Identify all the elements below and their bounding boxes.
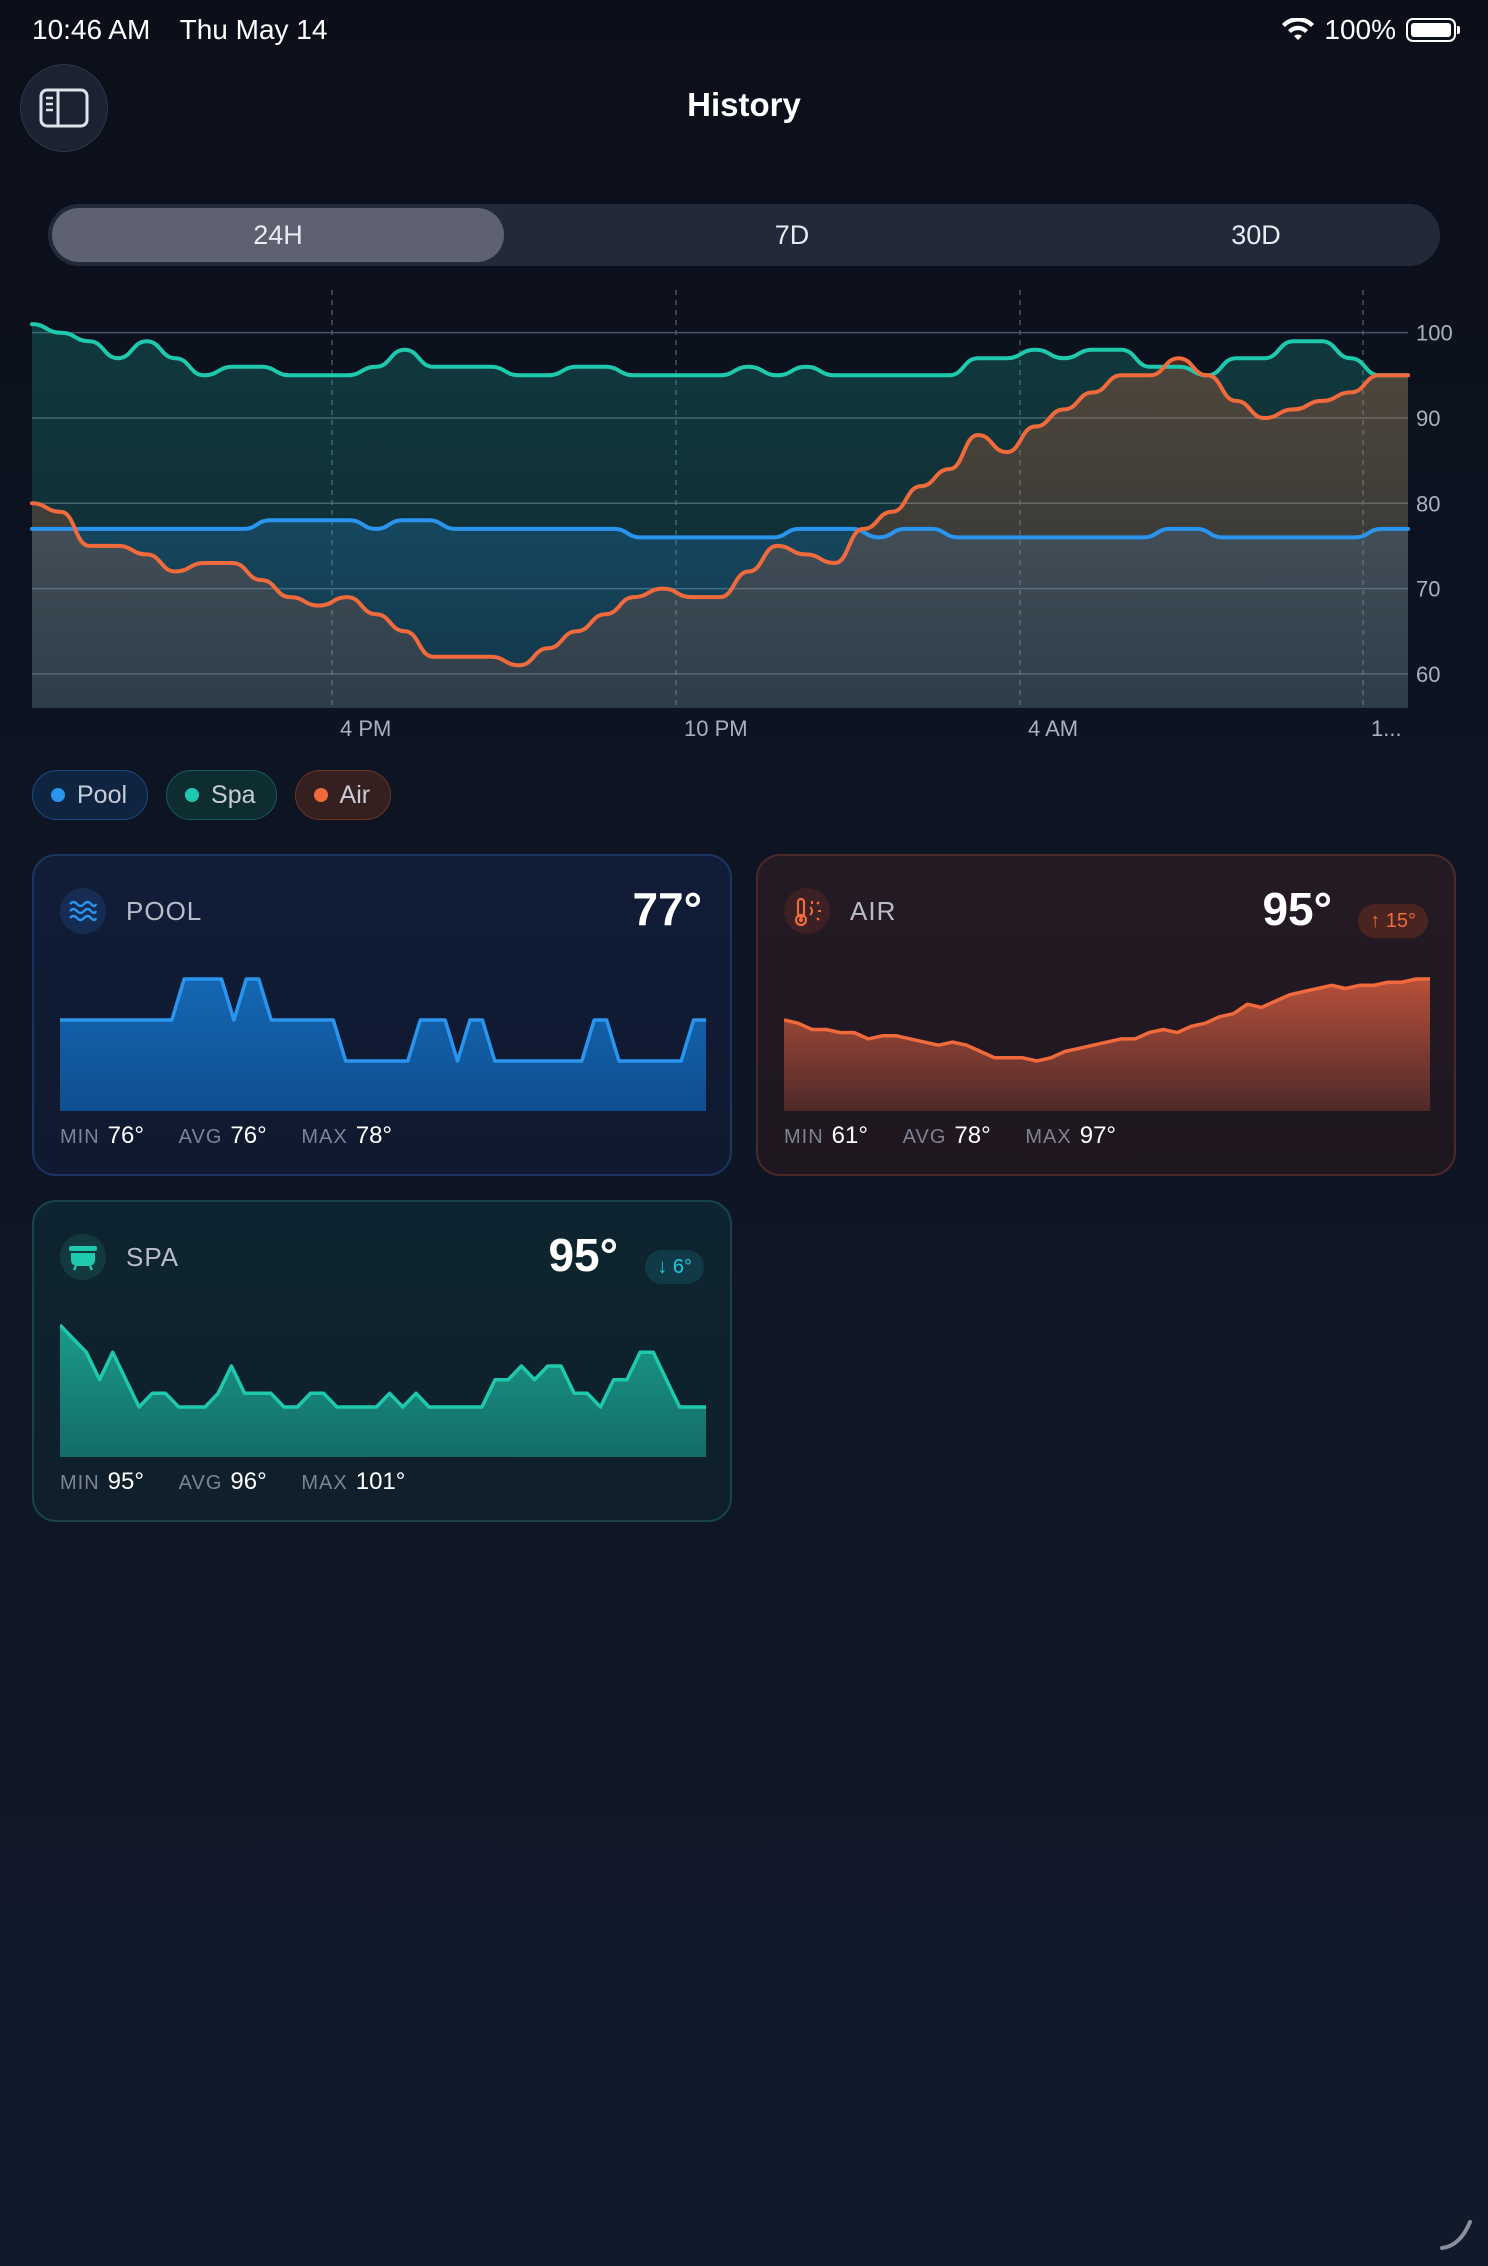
spa-card[interactable]: SPA 95° ↓ 6° MIN 95° AVG 96° MAX 101° — [32, 1200, 732, 1522]
pool-card-label: POOL — [126, 896, 203, 926]
spa-sparkline — [60, 1323, 706, 1457]
pool-avg-value: 76° — [230, 1122, 267, 1149]
legend-chip-pool[interactable]: Pool — [32, 770, 149, 820]
legend-label-spa: Spa — [211, 780, 256, 809]
pool-min-value: 76° — [107, 1122, 144, 1149]
bathtub-icon — [60, 1234, 106, 1280]
series-line-pool — [30, 518, 1410, 540]
wifi-icon — [1282, 18, 1315, 40]
y-tick-label: 100 — [1416, 321, 1453, 346]
air-card-label: AIR — [850, 896, 897, 926]
status-time: 10:46 AM — [32, 14, 151, 45]
pool-min-label: MIN — [60, 1126, 100, 1148]
air-card[interactable]: AIR 95° ↑ 15° MIN 61° AVG 78° MAX 97° — [756, 854, 1456, 1176]
x-tick-label: 4 PM — [340, 716, 391, 741]
spa-change-badge: ↓ 6° — [645, 1250, 704, 1284]
chart-legend: Pool Spa Air — [32, 770, 392, 820]
sparkline-line — [60, 977, 706, 1063]
air-min-value: 61° — [831, 1122, 868, 1149]
x-tick-label: 4 AM — [1028, 716, 1078, 741]
pool-max-label: MAX — [301, 1126, 348, 1148]
sidebar-toggle-button[interactable] — [20, 64, 108, 152]
tab-30d[interactable]: 30D — [1231, 220, 1281, 250]
spa-stats: MIN 95° AVG 96° MAX 101° — [60, 1468, 433, 1496]
spa-dot-icon — [185, 788, 200, 802]
air-change-badge: ↑ 15° — [1358, 904, 1428, 938]
y-tick-label: 70 — [1416, 577, 1440, 602]
page-title: History — [687, 86, 801, 123]
air-current-temp: 95° — [1262, 883, 1332, 935]
history-chart: 100 90 80 70 60 4 PM 10 PM 4 AM 1... — [30, 290, 1453, 741]
status-bar: 10:46 AM Thu May 14 100% — [32, 14, 1460, 50]
air-avg-label: AVG — [902, 1126, 947, 1148]
spa-card-label: SPA — [126, 1242, 180, 1272]
air-stats: MIN 61° AVG 78° MAX 97° — [784, 1122, 1144, 1150]
sparkline-area — [60, 979, 706, 1111]
spa-min-label: MIN — [60, 1472, 100, 1494]
air-avg-value: 78° — [954, 1122, 991, 1149]
sparkline-area — [60, 1325, 706, 1457]
thermometer-sun-icon — [784, 888, 830, 934]
x-tick-label: 10 PM — [684, 716, 748, 741]
time-range-segmented-control: 24H 7D 30D — [48, 204, 1440, 266]
sparkline-line — [60, 1323, 706, 1409]
legend-label-air: Air — [339, 780, 371, 809]
air-min-label: MIN — [784, 1126, 824, 1148]
legend-chip-air[interactable]: Air — [294, 770, 392, 820]
y-tick-label: 80 — [1416, 491, 1440, 516]
sparkline-line — [784, 977, 1430, 1063]
resize-handle-icon — [1440, 2220, 1472, 2250]
air-max-value: 97° — [1079, 1122, 1117, 1149]
pool-current-temp: 77° — [632, 883, 702, 935]
sidebar-icon — [39, 88, 89, 128]
pool-avg-label: AVG — [178, 1126, 223, 1148]
spa-current-temp: 95° — [548, 1229, 618, 1281]
battery-icon — [1406, 18, 1460, 42]
spa-avg-value: 96° — [230, 1468, 267, 1495]
air-max-label: MAX — [1025, 1126, 1072, 1148]
series-area-air — [32, 358, 1408, 708]
spa-avg-label: AVG — [178, 1472, 223, 1494]
spa-max-value: 101° — [355, 1468, 406, 1495]
spa-max-label: MAX — [301, 1472, 348, 1494]
battery-percent: 100% — [1324, 14, 1396, 45]
pool-sparkline — [60, 977, 706, 1111]
legend-chip-spa[interactable]: Spa — [166, 770, 277, 820]
sparkline-area — [784, 979, 1430, 1111]
status-date: Thu May 14 — [179, 14, 328, 45]
y-tick-label: 90 — [1416, 406, 1440, 431]
water-waves-icon — [60, 888, 106, 934]
x-tick-label: 1... — [1371, 716, 1402, 741]
y-tick-label: 60 — [1416, 662, 1440, 687]
pool-card[interactable]: POOL 77° MIN 76° AVG 76° MAX 78° — [32, 854, 732, 1176]
pool-max-value: 78° — [355, 1122, 393, 1149]
series-line-spa — [30, 322, 1410, 378]
tab-24h[interactable]: 24H — [52, 208, 504, 262]
air-dot-icon — [313, 788, 328, 802]
pool-stats: MIN 76° AVG 76° MAX 78° — [60, 1122, 420, 1150]
series-line-air — [30, 356, 1410, 668]
tab-7d[interactable]: 7D — [774, 220, 810, 250]
spa-min-value: 95° — [107, 1468, 144, 1495]
air-sparkline — [784, 977, 1430, 1111]
pool-dot-icon — [51, 788, 65, 802]
legend-label-pool: Pool — [77, 780, 128, 809]
